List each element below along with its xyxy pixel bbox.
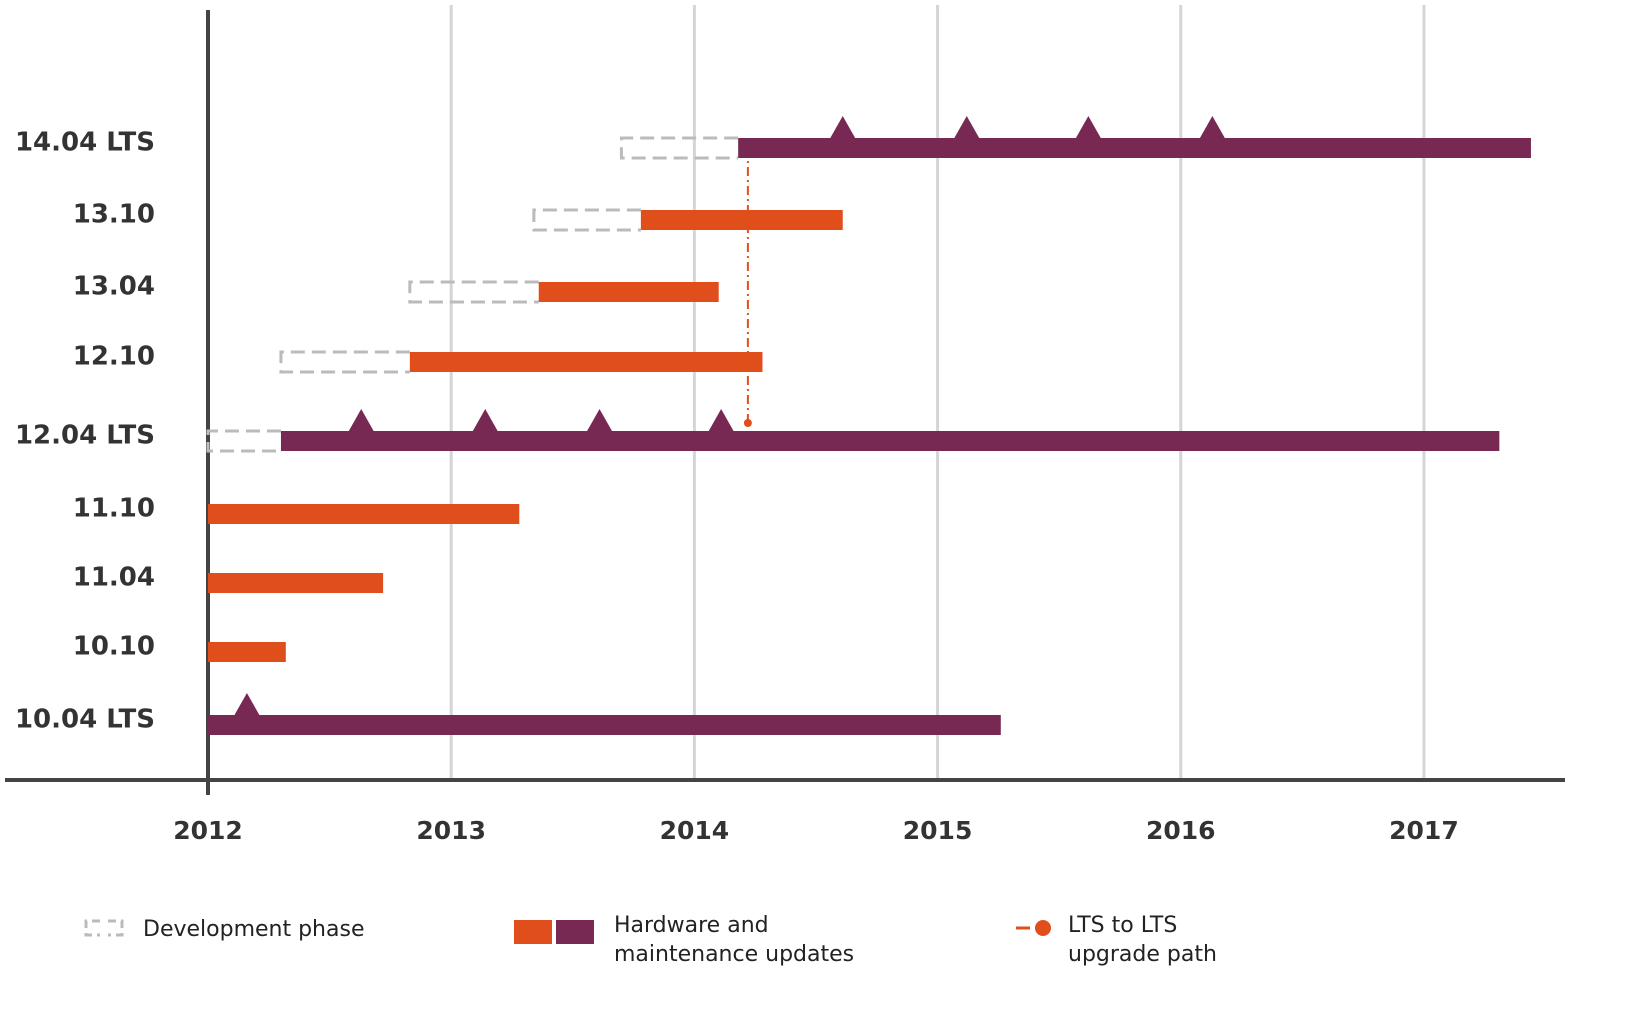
milestone [472, 409, 499, 432]
dev-phase [532, 208, 641, 232]
milestone [953, 116, 980, 139]
x-tick-label: 2016 [1146, 816, 1216, 845]
x-tick-label: 2014 [660, 816, 730, 845]
legend-icon-lts [556, 920, 594, 944]
support-bar [208, 642, 286, 662]
row-label: 12.04 LTS [15, 421, 155, 451]
support-bar [409, 352, 763, 372]
support-bar [640, 210, 843, 230]
row-label: 13.10 [73, 200, 155, 230]
milestone [1199, 116, 1226, 139]
legend-label: Development phase [143, 917, 364, 942]
row-label: 10.04 LTS [15, 705, 155, 735]
legend-icon-dot [1035, 920, 1051, 936]
x-tick-label: 2015 [903, 816, 973, 845]
milestone [586, 409, 613, 432]
milestone [233, 693, 260, 716]
dev-phase [619, 136, 739, 160]
support-bar [738, 138, 1531, 158]
milestone [829, 116, 856, 139]
row-label: 14.04 LTS [15, 128, 155, 158]
row-label: 12.10 [73, 342, 155, 372]
x-tick-label: 2017 [1389, 816, 1459, 845]
legend-icon-dev [84, 919, 124, 937]
dev-phase [206, 429, 281, 453]
row-label: 10.10 [73, 632, 155, 662]
dev-phase [279, 350, 410, 374]
support-bar [538, 282, 719, 302]
x-tick-label: 2012 [173, 816, 243, 845]
row-label: 11.10 [73, 494, 155, 524]
legend-label: Hardware and [614, 913, 769, 938]
legend-icon-support [514, 920, 552, 944]
row-label: 13.04 [73, 272, 155, 302]
milestone [1075, 116, 1102, 139]
milestone [708, 409, 735, 432]
support-bar [208, 573, 384, 593]
milestone [348, 409, 375, 432]
support-bar [280, 431, 1500, 451]
legend-label: maintenance updates [614, 942, 854, 967]
legend-label: LTS to LTS [1068, 913, 1177, 938]
upgrade-dot [743, 419, 752, 427]
row-label: 11.04 [73, 563, 155, 593]
dev-phase [408, 280, 539, 304]
support-bar [208, 504, 520, 524]
legend-label: upgrade path [1068, 942, 1217, 967]
support-bar [208, 715, 1001, 735]
x-tick-label: 2013 [416, 816, 486, 845]
